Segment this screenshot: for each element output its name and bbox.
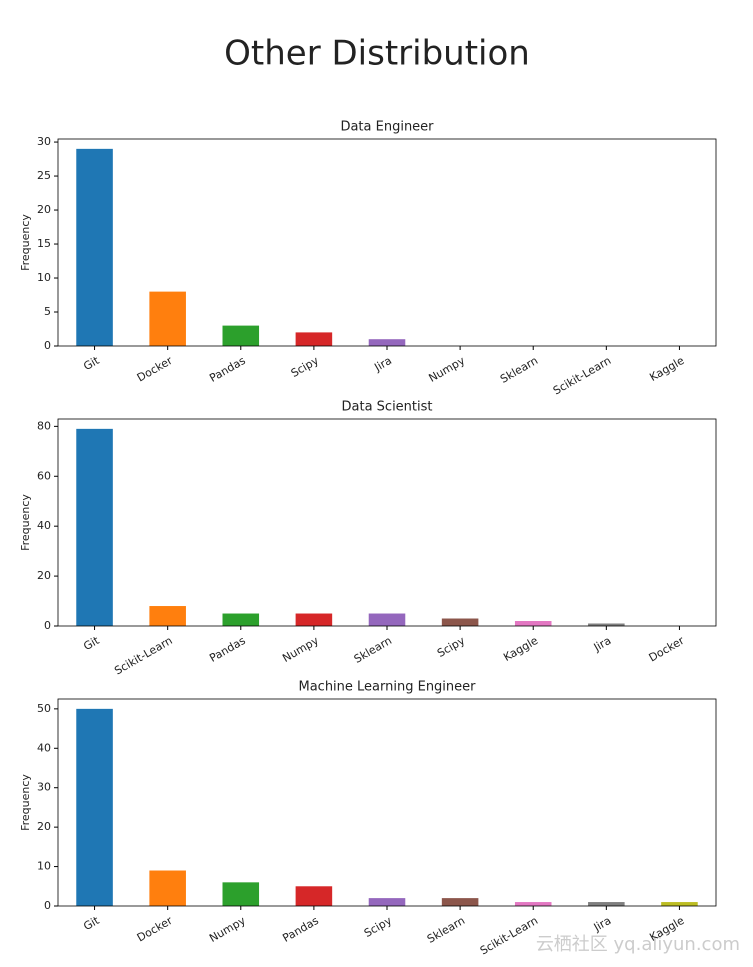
x-tick-label: Scipy	[362, 914, 395, 940]
bar	[295, 886, 333, 906]
x-tick-label: Git	[81, 354, 102, 374]
subplot-title: Data Scientist	[342, 400, 433, 415]
x-tick-label: Sklearn	[352, 634, 394, 666]
y-tick-label: 5	[44, 305, 51, 318]
bar	[76, 708, 113, 906]
bar	[368, 613, 406, 626]
subplot-title: Data Engineer	[340, 120, 434, 135]
y-tick-label: 10	[37, 271, 51, 284]
bar	[222, 613, 260, 626]
watermark: 云栖社区 yq.aliyun.com	[536, 934, 740, 955]
y-tick-label: 20	[37, 820, 51, 833]
x-tick-label: Scikit-Learn	[112, 634, 174, 678]
x-tick-label: Sklearn	[498, 354, 540, 386]
y-axis-label: Frequency	[19, 494, 32, 551]
y-tick-label: 10	[37, 860, 51, 873]
y-tick-label: 40	[37, 519, 51, 532]
x-tick-label: Git	[81, 634, 102, 654]
x-tick-label: Kaggle	[647, 354, 686, 384]
y-tick-label: 25	[37, 169, 51, 182]
x-tick-label: Numpy	[426, 354, 467, 385]
x-tick-label: Sklearn	[425, 914, 467, 946]
bar	[222, 325, 260, 346]
y-axis-label: Frequency	[19, 214, 32, 271]
x-tick-label: Pandas	[207, 634, 248, 665]
y-tick-label: 15	[37, 237, 51, 250]
bar	[222, 882, 260, 906]
x-tick-label: Git	[81, 914, 102, 934]
x-tick-label: Docker	[135, 354, 175, 385]
x-tick-label: Pandas	[207, 354, 248, 385]
x-tick-label: Docker	[135, 914, 175, 945]
x-tick-label: Scipy	[289, 354, 322, 380]
y-tick-label: 60	[37, 469, 51, 482]
bar	[514, 902, 552, 906]
axes-frame	[57, 418, 717, 627]
x-tick-label: Docker	[647, 634, 687, 665]
y-tick-label: 40	[37, 741, 51, 754]
y-tick-label: 50	[37, 702, 51, 715]
y-axis-label: Frequency	[19, 774, 32, 831]
figure-title: Other Distribution	[224, 34, 530, 74]
bar	[76, 428, 113, 626]
x-tick-label: Numpy	[207, 914, 248, 945]
y-tick-label: 80	[37, 419, 51, 432]
bar	[588, 902, 625, 906]
axes-frame	[57, 138, 717, 347]
y-tick-label: 0	[44, 339, 51, 352]
x-tick-label: Pandas	[280, 914, 321, 945]
subplot-title: Machine Learning Engineer	[298, 680, 476, 695]
x-tick-label: Kaggle	[501, 634, 540, 664]
y-tick-label: 30	[37, 781, 51, 794]
x-tick-label: Scikit-Learn	[551, 354, 613, 398]
bar	[441, 618, 479, 626]
bar	[661, 902, 698, 906]
x-tick-label: Jira	[591, 634, 614, 655]
bar	[368, 339, 406, 346]
bar	[368, 898, 406, 906]
x-tick-label: Jira	[591, 914, 614, 935]
x-tick-label: Numpy	[280, 634, 321, 665]
bar	[149, 606, 186, 626]
bar	[295, 332, 333, 346]
bar	[149, 870, 186, 906]
bar	[514, 621, 552, 626]
y-tick-label: 20	[37, 569, 51, 582]
y-tick-label: 20	[37, 203, 51, 216]
y-tick-label: 0	[44, 619, 51, 632]
bar	[588, 623, 625, 626]
y-tick-label: 30	[37, 135, 51, 148]
bar	[76, 148, 113, 346]
bar	[441, 898, 479, 906]
x-tick-label: Scipy	[435, 634, 468, 660]
x-tick-label: Scikit-Learn	[478, 914, 540, 958]
bar	[149, 291, 186, 346]
bar	[295, 613, 333, 626]
axes-frame	[57, 698, 717, 907]
x-tick-label: Jira	[371, 354, 394, 375]
y-tick-label: 0	[44, 899, 51, 912]
